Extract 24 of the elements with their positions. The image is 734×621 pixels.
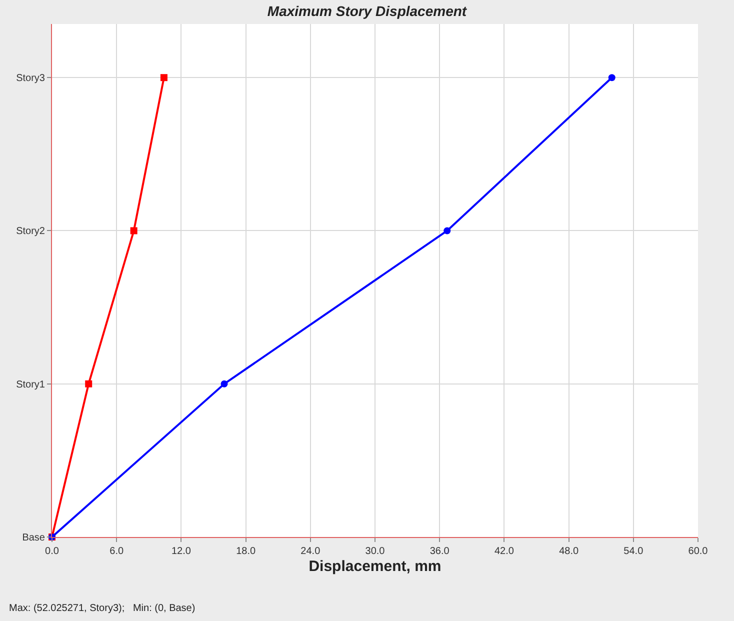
point bbox=[130, 227, 138, 234]
x-tick-label: 36.0 bbox=[430, 546, 450, 557]
x-tick-label: 54.0 bbox=[624, 546, 644, 557]
x-tick-label: 48.0 bbox=[559, 546, 579, 557]
point bbox=[608, 74, 616, 82]
x-tick-label: 12.0 bbox=[171, 546, 192, 557]
x-tick-label: 30.0 bbox=[365, 546, 386, 557]
point bbox=[444, 227, 451, 234]
x-tick-label: 0.0 bbox=[45, 546, 60, 557]
x-tick-label: 42.0 bbox=[494, 546, 514, 557]
y-tick-label: Story2 bbox=[16, 226, 46, 238]
point bbox=[220, 380, 228, 388]
y-tick-label: Story3 bbox=[16, 73, 46, 84]
chart-title: Maximum Story Displacement bbox=[267, 2, 468, 19]
y-tick-label: Story1 bbox=[16, 379, 46, 390]
text: Max: (52.025271, Story3); Min: (0, Base) bbox=[9, 603, 196, 614]
point bbox=[160, 74, 168, 82]
x-tick-label: 18.0 bbox=[236, 546, 256, 557]
point bbox=[85, 380, 92, 388]
x-axis-title: Displacement, mm bbox=[308, 558, 442, 575]
x-tick-label: 24.0 bbox=[300, 546, 321, 557]
x-tick-label: 60.0 bbox=[688, 546, 708, 557]
y-tick-label: Base bbox=[22, 532, 46, 544]
x-tick-label: 6.0 bbox=[110, 546, 124, 557]
